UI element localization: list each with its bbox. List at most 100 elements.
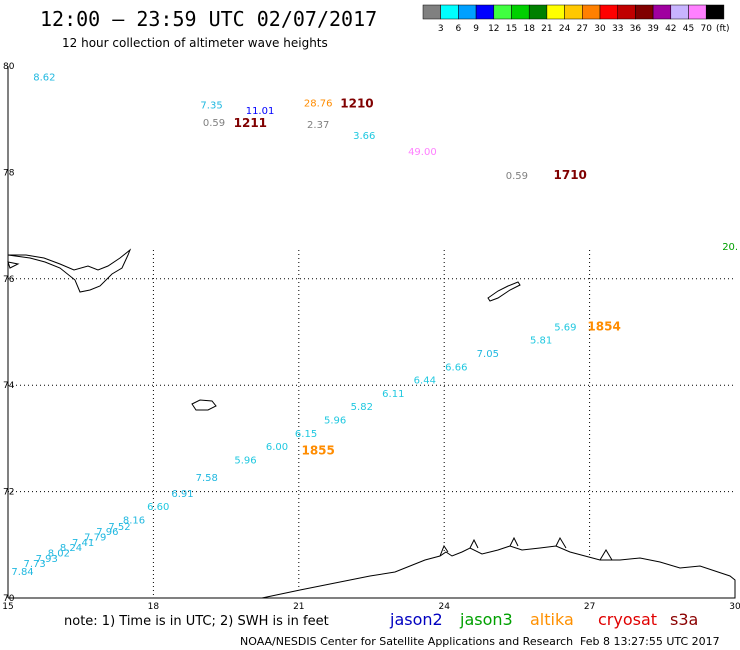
satellite-legend-jason3: jason3: [459, 610, 513, 629]
scale-tick-label: 12: [488, 24, 499, 34]
wave-height-label: 28.76: [304, 98, 333, 109]
wave-height-label: 7.58: [196, 473, 218, 484]
scale-tick-label: 70: [700, 24, 712, 34]
latitude-tick-label: 74: [3, 381, 15, 391]
wave-height-label: 8.24: [60, 543, 82, 554]
wave-height-label: 5.69: [554, 322, 576, 333]
wave-height-label: 3.66: [353, 131, 375, 142]
footer-note: note: 1) Time is in UTC; 2) SWH is in fe…: [64, 614, 329, 629]
wave-height-label: 0.59: [203, 118, 225, 129]
scale-swatch: [422, 4, 441, 20]
wave-height-label: 20.: [722, 242, 738, 253]
wave-height-label: 5.82: [351, 402, 373, 413]
pass-time-label: 1211: [234, 116, 267, 130]
wave-height-label: 2.37: [307, 120, 329, 131]
wave-height-label: 8.62: [33, 72, 55, 83]
pass-time-label: 1855: [301, 443, 334, 457]
latitude-tick-label: 80: [3, 62, 15, 72]
scale-tick-label: 33: [612, 24, 623, 34]
pass-time-label: 1710: [554, 168, 587, 182]
wave-height-label: 11.01: [246, 106, 275, 117]
latitude-tick-labels: 80 78 76 74 72 70: [3, 62, 15, 604]
wave-height-label: 5.81: [530, 336, 552, 347]
longitude-tick-label: 18: [148, 602, 160, 612]
wave-height-label: 6.91: [171, 489, 193, 500]
wave-height-label: 6.60: [147, 502, 169, 513]
scale-tick-label: 15: [506, 24, 517, 34]
wave-height-observations: 8.62 7.35 11.01 28.76 0.59 2.37 3.66 49.00 0.59 2…: [11, 72, 738, 578]
wave-height-label: 7.79: [84, 533, 106, 544]
wave-height-label: 7.05: [477, 349, 499, 360]
longitude-tick-label: 21: [293, 602, 304, 612]
satellite-legend-altika: altika: [530, 610, 574, 629]
scale-tick-label: 9: [473, 24, 479, 34]
scale-swatch: [582, 4, 601, 20]
wave-height-label: 7.52: [108, 522, 130, 533]
coastline-hopen-island: [487, 281, 521, 302]
scale-tick-label: 36: [630, 24, 642, 34]
satellite-legend-s3a: s3a: [670, 610, 698, 629]
longitude-tick-label: 15: [2, 602, 13, 612]
wave-height-label: 7.96: [96, 527, 118, 538]
scale-tick-label: 6: [456, 24, 462, 34]
scale-tick-label: 3: [438, 24, 444, 34]
map-subtitle: 12 hour collection of altimeter wave hei…: [62, 36, 328, 50]
latitude-tick-label: 76: [3, 275, 15, 285]
map-frame: [7, 66, 735, 599]
scale-swatch: [652, 4, 672, 20]
scale-swatch: [635, 4, 654, 20]
coastline-svalbard: [7, 248, 132, 293]
latitude-tick-label: 70: [3, 594, 15, 604]
footer-timestamp: Feb 8 13:27:55 UTC 2017: [580, 635, 720, 648]
scale-tick-label: 18: [523, 24, 535, 34]
wave-height-label: 49.00: [408, 147, 437, 158]
latitude-tick-label: 72: [3, 488, 14, 498]
scale-tick-label: 39: [647, 24, 659, 34]
wave-height-label: 7.84: [11, 567, 33, 578]
wave-height-label: 6.00: [266, 442, 288, 453]
wave-height-label: 0.59: [506, 171, 528, 182]
scale-swatch: [475, 4, 495, 20]
wave-height-label: 8.16: [123, 516, 145, 527]
wave-height-color-scale: 3 6 9 12 15 18 21 24 27 30 33 36 39 42 45 70: [422, 4, 725, 34]
longitude-tick-label: 30: [729, 602, 740, 612]
scale-tick-label: 24: [559, 24, 571, 34]
scale-swatch: [599, 4, 618, 20]
scale-tick-label: 30: [594, 24, 606, 34]
scale-swatch: [670, 4, 689, 20]
scale-swatch: [528, 4, 548, 20]
pass-time-label: 1210: [340, 96, 373, 110]
wave-height-label: 6.66: [445, 362, 467, 373]
wave-height-label: 8.02: [48, 549, 70, 560]
wave-height-label: 6.15: [295, 429, 317, 440]
scale-tick-label: 45: [683, 24, 694, 34]
satellite-legend: jason2 jason3 altika cryosat s3a: [389, 610, 698, 629]
scale-tick-label: 42: [665, 24, 676, 34]
wave-height-label: 5.96: [234, 455, 256, 466]
map-title: 12:00 – 23:59 UTC 02/07/2017: [40, 7, 377, 31]
scale-swatch: [511, 4, 530, 20]
scale-swatch: [705, 4, 725, 20]
footer-credit: NOAA/NESDIS Center for Satellite Applica…: [240, 635, 573, 648]
wave-height-label: 7.35: [200, 101, 222, 112]
longitude-tick-labels: 15 18 21 24 27 30: [2, 602, 740, 612]
scale-swatch: [564, 4, 583, 20]
wave-height-label: 6.44: [414, 376, 436, 387]
satellite-legend-cryosat: cryosat: [598, 610, 657, 629]
satellite-pass-times: 1210 1211 1710 1854 1855: [234, 96, 621, 457]
lat-lon-grid: [8, 250, 735, 598]
longitude-tick-label: 24: [438, 602, 450, 612]
scale-swatch: [440, 4, 459, 20]
latitude-tick-label: 78: [3, 168, 15, 178]
wave-height-label: 6.11: [382, 389, 404, 400]
scale-swatch: [617, 4, 636, 20]
longitude-tick-label: 27: [584, 602, 595, 612]
wave-height-label: 7.93: [36, 554, 58, 565]
scale-swatch: [458, 4, 477, 20]
wave-height-label: 7.73: [24, 559, 46, 570]
scale-swatch: [546, 4, 565, 20]
scale-unit-label: (ft): [716, 24, 730, 34]
satellite-legend-jason2: jason2: [389, 610, 443, 629]
coastline-bjornoya-island: [191, 399, 217, 411]
